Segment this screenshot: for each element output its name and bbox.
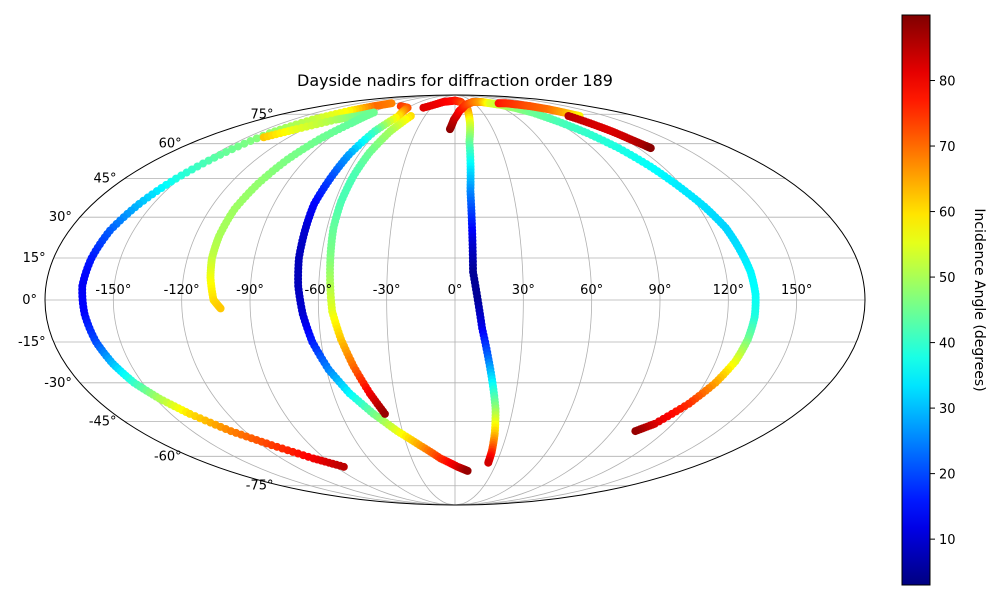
graticule — [45, 94, 865, 506]
data-point — [216, 304, 225, 313]
colorbar-tick-label: 20 — [939, 468, 956, 483]
x-tick-label: -150° — [95, 283, 131, 298]
x-tick-label: -90° — [236, 283, 264, 298]
y-tick-label: -30° — [44, 376, 72, 391]
y-tick-label: 45° — [94, 172, 117, 187]
x-tick-label: 120° — [713, 283, 744, 298]
colorbar-tick-label: 40 — [939, 337, 956, 352]
y-tick-label: -75° — [246, 479, 274, 494]
colorbar-tick-label: 70 — [939, 140, 956, 155]
data-point — [646, 144, 655, 153]
map-boundary — [44, 94, 866, 506]
colorbar-tick-label: 60 — [939, 206, 956, 221]
colorbar-tick-label: 80 — [939, 75, 956, 90]
y-tick-label: 75° — [250, 107, 273, 122]
data-point — [484, 458, 493, 467]
data-point — [631, 427, 640, 436]
data-point — [463, 466, 472, 475]
data-point — [380, 409, 389, 418]
data-point — [228, 145, 237, 154]
data-point — [240, 139, 249, 148]
y-tick-label: 15° — [23, 251, 46, 266]
y-tick-label: 0° — [22, 293, 37, 308]
data-points — [78, 96, 760, 475]
y-tick-label: -60° — [154, 449, 182, 464]
x-tick-label: 90° — [648, 283, 671, 298]
tick-labels: -150° -120° -90° -60° -30° 0° 30° 60° 90° 120° 150… — [18, 107, 812, 493]
x-tick-label: 150° — [781, 283, 812, 298]
colorbar-ticks: 10 20 30 40 50 60 70 80 — [930, 75, 956, 548]
data-point — [339, 462, 348, 471]
data-point — [246, 137, 255, 146]
x-tick-label: -30° — [373, 283, 401, 298]
y-tick-label: 30° — [49, 210, 72, 225]
data-point — [252, 134, 261, 143]
y-tick-label: -45° — [89, 414, 117, 429]
colorbar-gradient — [901, 14, 931, 586]
y-tick-label: -15° — [18, 335, 46, 350]
colorbar-label: Incidence Angle (degrees) — [971, 208, 987, 391]
x-tick-label: 60° — [580, 283, 603, 298]
colorbar-tick-label: 50 — [939, 271, 956, 286]
x-tick-label: -60° — [304, 283, 332, 298]
chart-title: Dayside nadirs for diffraction order 189 — [297, 71, 613, 90]
x-tick-label: -120° — [164, 283, 200, 298]
x-tick-label: 0° — [448, 283, 463, 298]
y-tick-label: 60° — [159, 137, 182, 152]
colorbar: 10 20 30 40 50 60 70 80 Incidence Angle (degree… — [901, 14, 987, 586]
x-tick-label: 30° — [512, 283, 535, 298]
colorbar-tick-label: 10 — [939, 533, 956, 548]
colorbar-tick-label: 30 — [939, 402, 956, 417]
data-point — [234, 142, 243, 151]
